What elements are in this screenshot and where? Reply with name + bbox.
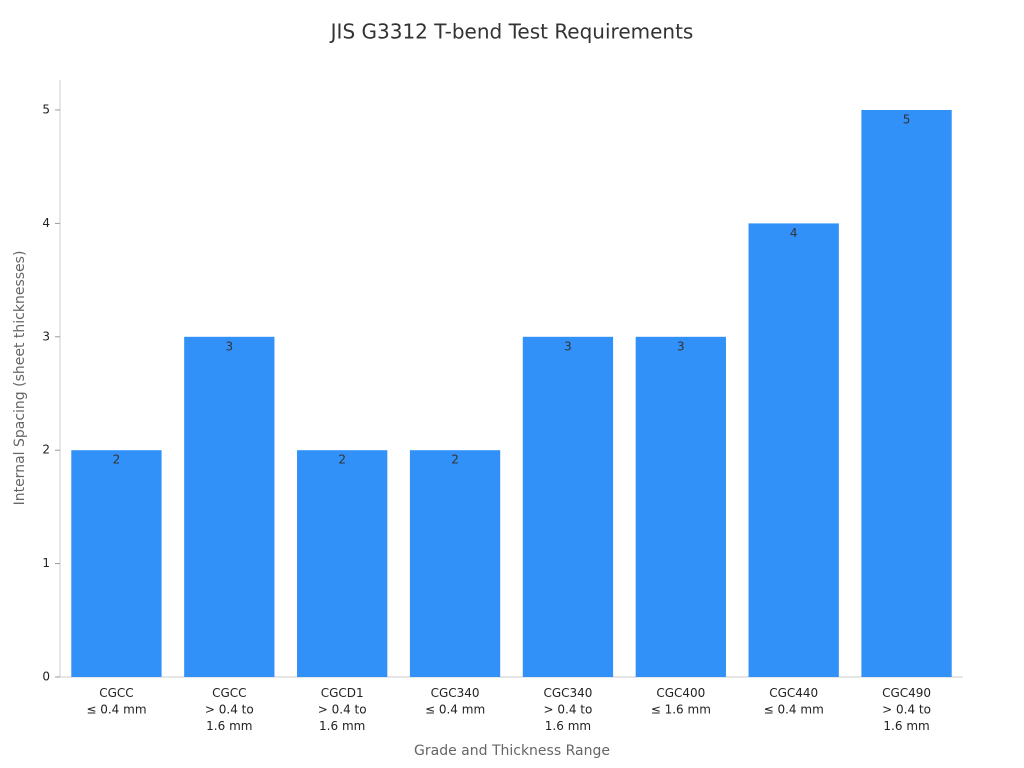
bar [409, 450, 501, 677]
data-label: 2 [113, 453, 121, 467]
y-tick-label: 2 [42, 443, 50, 457]
bar [184, 336, 275, 677]
bar [861, 110, 952, 677]
data-label: 2 [451, 453, 459, 467]
y-axis-label: Internal Spacing (sheet thicknesses) [12, 251, 28, 506]
bar [522, 336, 614, 677]
x-tick-label: CGC400 ≤ 1.6 mm [651, 686, 711, 717]
x-axis-label: Grade and Thickness Range [414, 743, 610, 759]
x-tick-label: CGC340 ≤ 0.4 mm [425, 686, 485, 717]
y-tick-label: 1 [42, 556, 50, 570]
y-tick-label: 5 [42, 103, 50, 117]
data-label: 2 [338, 453, 346, 467]
bar [71, 450, 162, 677]
bar [748, 223, 839, 677]
y-tick-label: 3 [42, 329, 50, 343]
x-tick-label: CGC340 > 0.4 to 1.6 mm [543, 686, 592, 733]
data-label: 5 [903, 113, 911, 127]
y-tick-label: 0 [42, 670, 50, 684]
x-tick-label: CGCC > 0.4 to 1.6 mm [205, 686, 254, 733]
x-tick-label: CGC440 ≤ 0.4 mm [764, 686, 824, 717]
data-label: 3 [677, 339, 685, 353]
bar [297, 450, 388, 677]
x-tick-label: CGCD1 > 0.4 to 1.6 mm [318, 686, 367, 733]
data-label: 3 [225, 339, 233, 353]
x-tick-label: CGC490 > 0.4 to 1.6 mm [882, 686, 931, 733]
bar [635, 336, 726, 677]
data-label: 4 [790, 226, 798, 240]
chart-title: JIS G3312 T-bend Test Requirements [329, 20, 694, 44]
y-tick-label: 4 [42, 216, 50, 230]
data-label: 3 [564, 339, 572, 353]
x-tick-label: CGCC ≤ 0.4 mm [86, 686, 146, 717]
